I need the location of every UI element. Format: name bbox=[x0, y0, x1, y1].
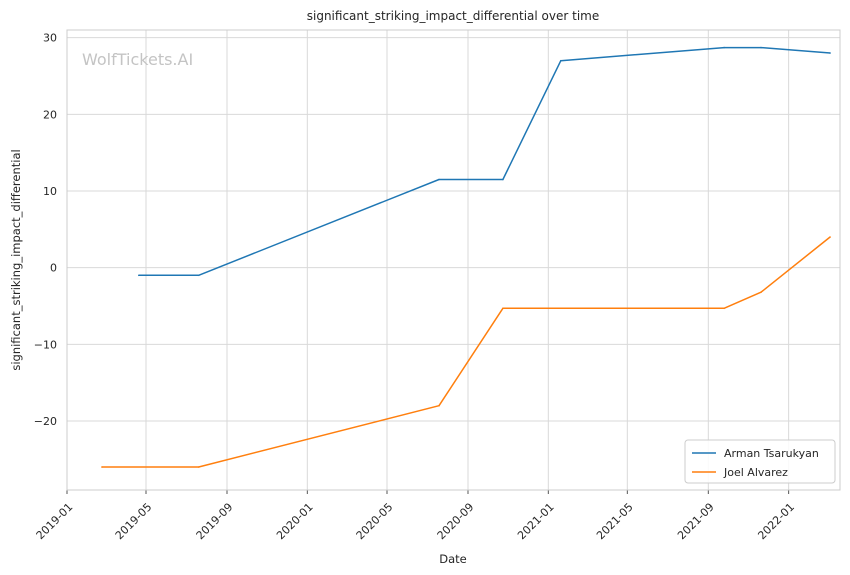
y-tick-label: 20 bbox=[43, 108, 57, 121]
legend: Arman Tsarukyan Joel Alvarez bbox=[684, 439, 836, 484]
watermark: WolfTickets.AI bbox=[82, 50, 193, 69]
data-point bbox=[502, 307, 504, 310]
data-point bbox=[760, 291, 762, 294]
grid bbox=[66, 30, 840, 494]
data-point bbox=[101, 466, 103, 468]
data-point bbox=[138, 274, 140, 277]
y-tick-label: 30 bbox=[43, 32, 57, 45]
data-point bbox=[560, 59, 562, 62]
y-tick-label: 0 bbox=[50, 262, 57, 275]
data-point bbox=[197, 274, 200, 277]
x-axis-label: Date bbox=[439, 552, 467, 566]
data-point bbox=[438, 404, 440, 407]
chart-title: significant_striking_impact_differential… bbox=[307, 9, 599, 23]
data-point bbox=[829, 236, 831, 238]
legend-box bbox=[684, 439, 836, 484]
y-tick-label: 10 bbox=[43, 185, 57, 198]
data-point bbox=[438, 178, 440, 181]
legend-label-joel-alvarez: Joel Alvarez bbox=[723, 466, 788, 479]
plot-frame bbox=[66, 29, 841, 491]
y-axis-label: significant_striking_impact_differential bbox=[9, 149, 23, 370]
data-point bbox=[197, 466, 200, 468]
data-point bbox=[502, 178, 504, 181]
data-point bbox=[829, 52, 831, 54]
data-point bbox=[723, 46, 725, 49]
series-layer bbox=[101, 46, 831, 468]
series-line-arman-tsarukyan bbox=[138, 46, 831, 277]
y-tick-label: −20 bbox=[34, 415, 57, 428]
y-tick-labels: 30 20 10 0 −10 −20 bbox=[34, 32, 57, 428]
y-tick-label: −10 bbox=[34, 338, 57, 351]
legend-label-arman-tsarukyan: Arman Tsarukyan bbox=[724, 447, 819, 460]
data-point bbox=[723, 307, 725, 310]
data-point bbox=[760, 46, 762, 49]
